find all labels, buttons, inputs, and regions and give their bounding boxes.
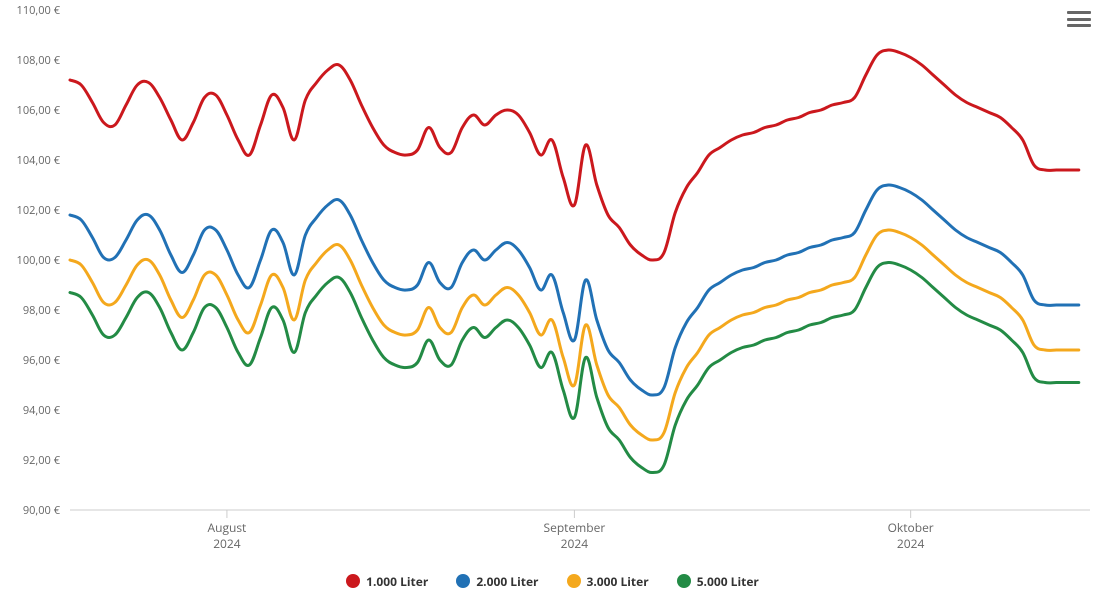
svg-text:2024: 2024 <box>213 535 241 552</box>
legend-swatch <box>346 574 360 588</box>
legend-item-1[interactable]: 2.000 Liter <box>456 573 538 590</box>
svg-text:92,00 €: 92,00 € <box>23 453 61 468</box>
svg-text:94,00 €: 94,00 € <box>23 403 61 418</box>
legend-swatch <box>456 574 470 588</box>
svg-text:108,00 €: 108,00 € <box>17 53 61 68</box>
svg-text:98,00 €: 98,00 € <box>23 303 61 318</box>
svg-text:90,00 €: 90,00 € <box>23 503 61 518</box>
series-line-0 <box>70 50 1079 260</box>
svg-text:104,00 €: 104,00 € <box>17 153 61 168</box>
svg-text:100,00 €: 100,00 € <box>17 253 61 268</box>
svg-text:August: August <box>208 519 247 536</box>
legend-item-3[interactable]: 5.000 Liter <box>677 573 759 590</box>
svg-text:110,00 €: 110,00 € <box>17 3 61 18</box>
series-line-2 <box>70 230 1079 440</box>
svg-text:106,00 €: 106,00 € <box>17 103 61 118</box>
chart-canvas: 90,00 € 92,00 € 94,00 € 96,00 € 98,00 € 100,0… <box>0 0 1105 602</box>
series-line-3 <box>70 262 1079 472</box>
svg-text:2024: 2024 <box>561 535 589 552</box>
legend-swatch <box>567 574 581 588</box>
svg-text:102,00 €: 102,00 € <box>17 203 61 218</box>
legend-label: 3.000 Liter <box>587 573 649 590</box>
svg-text:2024: 2024 <box>897 535 925 552</box>
price-chart: 90,00 € 92,00 € 94,00 € 96,00 € 98,00 € 100,0… <box>0 0 1105 602</box>
legend-item-2[interactable]: 3.000 Liter <box>567 573 649 590</box>
series-line-1 <box>70 185 1079 395</box>
legend-swatch <box>677 574 691 588</box>
chart-menu-button[interactable] <box>1067 8 1091 30</box>
svg-text:Oktober: Oktober <box>888 519 934 536</box>
legend-item-0[interactable]: 1.000 Liter <box>346 573 428 590</box>
svg-text:96,00 €: 96,00 € <box>23 353 61 368</box>
legend-label: 5.000 Liter <box>697 573 759 590</box>
legend-label: 1.000 Liter <box>366 573 428 590</box>
svg-text:September: September <box>544 519 606 536</box>
legend-label: 2.000 Liter <box>476 573 538 590</box>
chart-legend: 1.000 Liter 2.000 Liter 3.000 Liter 5.000 L… <box>0 573 1105 593</box>
